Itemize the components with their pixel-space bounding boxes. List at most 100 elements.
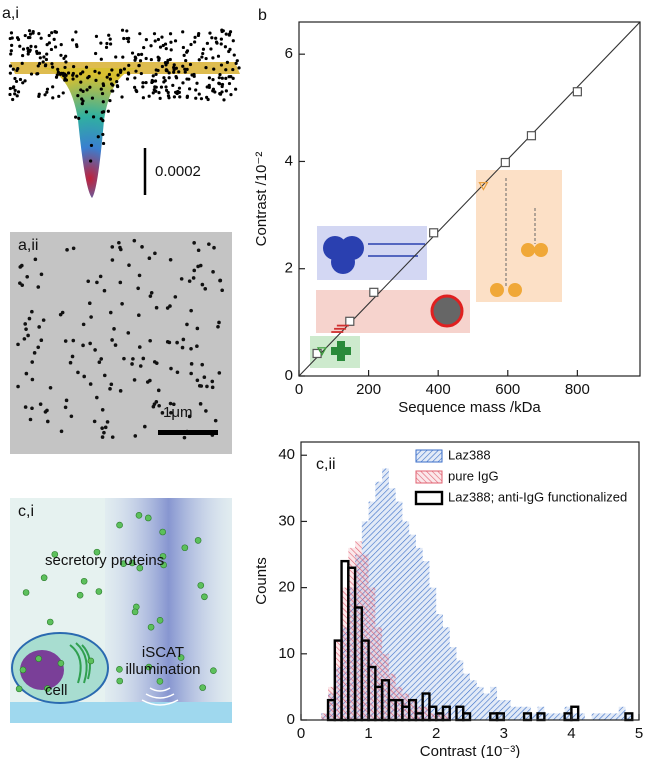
particle (89, 315, 93, 319)
protein (145, 663, 153, 671)
particle (153, 251, 157, 256)
dot (20, 61, 24, 65)
dot (181, 64, 185, 68)
dot (44, 57, 49, 62)
dot (111, 89, 115, 93)
bar (436, 713, 443, 720)
particle (102, 430, 106, 435)
bar (490, 686, 498, 720)
dot (100, 91, 105, 96)
dot (219, 37, 223, 41)
dot (75, 44, 79, 49)
dot (178, 95, 182, 99)
dot (64, 78, 69, 82)
bar (382, 653, 389, 720)
particle (180, 345, 185, 350)
point (369, 287, 379, 297)
particle (175, 370, 180, 375)
dot (111, 83, 115, 87)
dot (144, 38, 148, 42)
dot (141, 96, 145, 100)
particle (109, 382, 114, 387)
dot (150, 78, 154, 83)
particle (92, 419, 97, 424)
particles (16, 238, 224, 440)
particle (100, 435, 105, 439)
dot (9, 52, 13, 56)
bar (598, 713, 606, 720)
bar (625, 713, 633, 720)
particle (30, 406, 34, 411)
dot (42, 55, 46, 59)
particle (132, 378, 137, 382)
dot (185, 49, 190, 53)
dot (224, 32, 228, 36)
particle (99, 357, 104, 361)
dot (138, 32, 142, 36)
legend-swatch (415, 470, 443, 484)
dot (63, 65, 67, 70)
y-tick-label: 40 (278, 446, 295, 463)
bar (375, 481, 383, 720)
bar (429, 587, 437, 720)
particle (48, 385, 53, 390)
dot (81, 89, 85, 94)
particle (154, 400, 159, 404)
bar (388, 673, 396, 720)
particle (95, 280, 99, 285)
dot (11, 97, 15, 102)
protein (80, 577, 88, 585)
dot (26, 46, 30, 50)
particle (218, 278, 223, 283)
x-tick-label: 3 (500, 725, 508, 742)
dot (167, 96, 171, 100)
dot (71, 77, 75, 81)
legend-swatch (415, 449, 443, 463)
particle (63, 339, 68, 343)
dot (200, 55, 204, 59)
x-tick-label: 4 (567, 725, 575, 742)
dot (38, 56, 42, 60)
dot (122, 36, 126, 41)
dot (234, 61, 238, 65)
dot (174, 76, 179, 80)
particle (24, 327, 28, 331)
dot (45, 90, 49, 94)
dot (151, 74, 155, 78)
dot (216, 54, 221, 58)
dot (29, 44, 33, 48)
dot (11, 86, 15, 90)
dot (57, 94, 61, 98)
dot (114, 55, 118, 59)
legend-label: Laz388 (448, 447, 491, 462)
dot (116, 73, 120, 77)
dot (8, 86, 12, 91)
dot (18, 44, 22, 48)
particle (41, 318, 46, 322)
particle (168, 401, 173, 406)
bar (571, 713, 579, 720)
dot (105, 41, 109, 46)
dot (172, 95, 177, 99)
particle (143, 424, 147, 429)
dot (8, 71, 12, 75)
dot (204, 56, 208, 61)
legend-label: Laz388; anti-IgG functionalized (448, 489, 627, 504)
y-tick-label: 6 (285, 45, 293, 62)
dot (86, 76, 90, 80)
dot (9, 49, 13, 53)
protein (199, 684, 206, 691)
particle (30, 377, 35, 382)
dot (187, 77, 191, 81)
dot (190, 73, 194, 77)
dot (211, 56, 215, 60)
particle (168, 304, 172, 308)
bar (605, 713, 612, 720)
particle (189, 308, 193, 313)
particle (93, 348, 97, 352)
dot (197, 32, 201, 36)
dot (9, 31, 14, 35)
dot (100, 110, 104, 114)
bar (449, 647, 457, 720)
bar (321, 713, 329, 720)
